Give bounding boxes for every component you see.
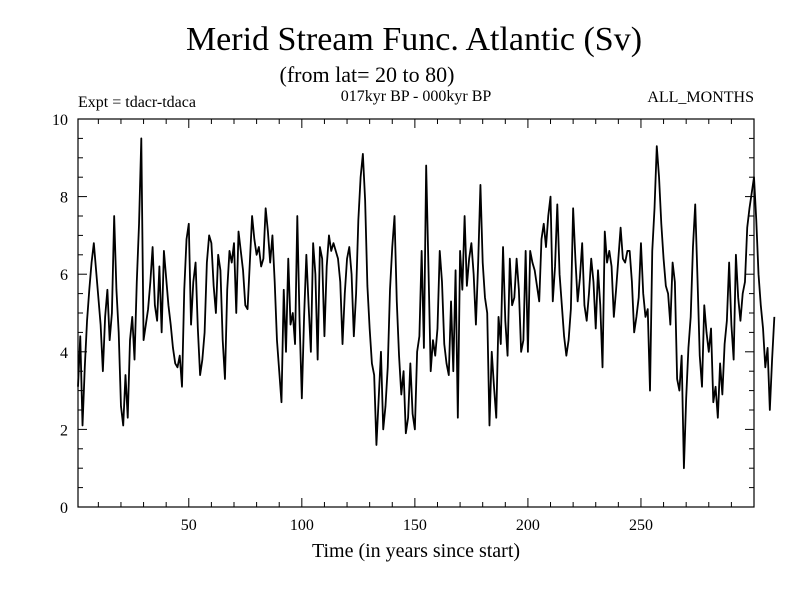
- y-tick-label: 6: [60, 267, 68, 284]
- y-tick-label: 10: [52, 112, 68, 129]
- plot-frame: [77, 118, 755, 508]
- y-tick-label: 4: [60, 345, 68, 362]
- chart-title: Merid Stream Func. Atlantic (Sv): [186, 21, 642, 58]
- x-tick-label: 100: [290, 517, 314, 534]
- period-label: 017kyr BP - 000kyr BP: [341, 88, 492, 105]
- chart-subtitle: (from lat= 20 to 80): [280, 62, 455, 87]
- x-tick-labels: 50 100 150 200 250: [181, 517, 653, 534]
- season-label: ALL_MONTHS: [647, 89, 754, 106]
- x-axis-label: Time (in years since start): [312, 540, 520, 562]
- x-tick-label: 50: [181, 517, 197, 534]
- x-tick-label: 150: [403, 517, 427, 534]
- y-tick-label: 2: [60, 422, 68, 439]
- axis-ticks: [78, 119, 754, 507]
- x-tick-label: 250: [629, 517, 653, 534]
- x-tick-label: 200: [516, 517, 540, 534]
- y-tick-labels: 0 2 4 6 8 10: [52, 112, 68, 517]
- experiment-label: Expt = tdacr-tdaca: [78, 94, 196, 111]
- series-line: [77, 137, 776, 470]
- y-tick-label: 0: [60, 500, 68, 517]
- y-tick-label: 8: [60, 190, 68, 207]
